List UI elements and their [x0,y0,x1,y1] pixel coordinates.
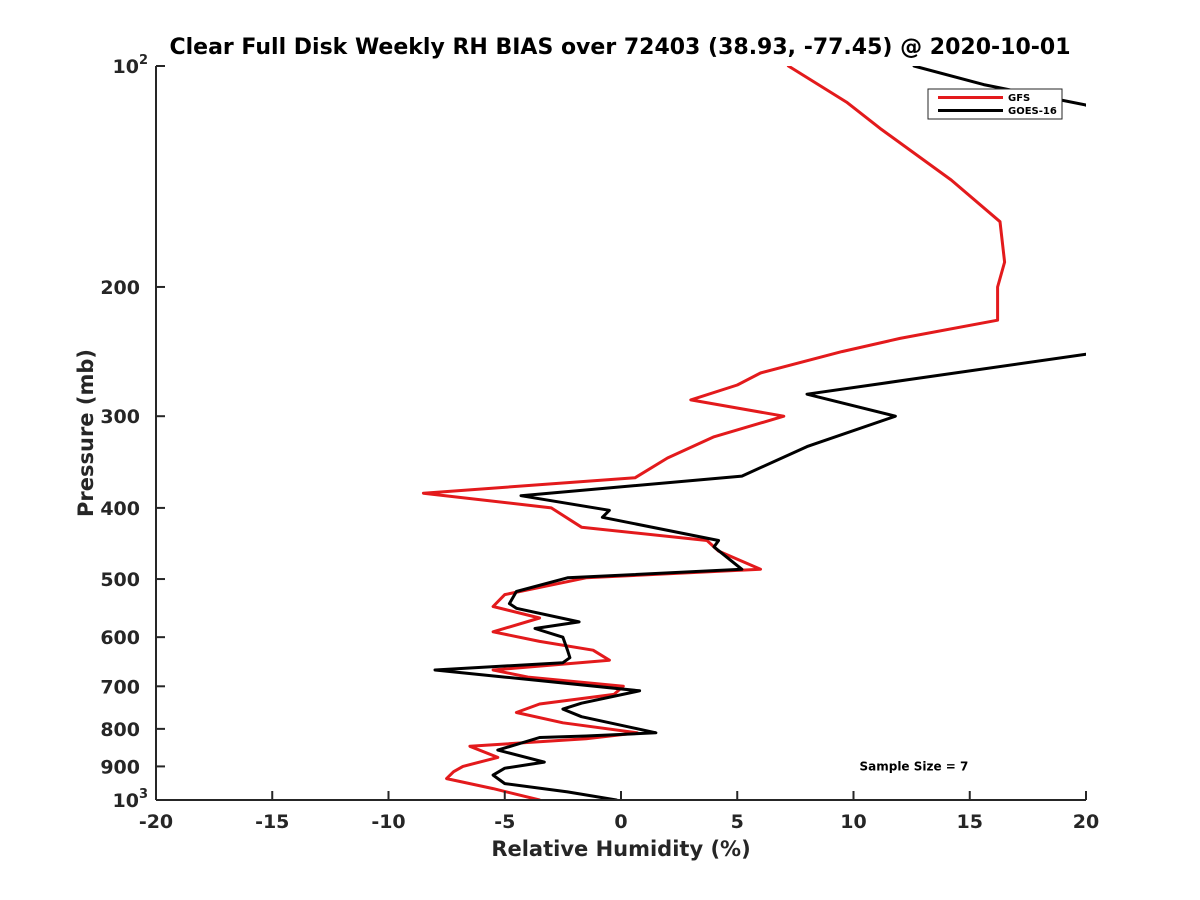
series-line-gfs [421,66,1007,800]
x-tick-label: 5 [731,811,744,833]
y-tick-exponent: 2 [139,53,148,68]
x-tick-label: -5 [494,811,515,833]
y-tick-label: 600 [100,627,140,649]
x-tick-label: 0 [614,811,627,833]
x-tick-label: 10 [840,811,866,833]
x-tick-label: 20 [1073,811,1099,833]
x-axis-title: Relative Humidity (%) [491,837,750,861]
y-tick-label: 102 [113,53,149,78]
x-tick-label: -15 [255,811,289,833]
y-tick-label: 500 [100,569,140,591]
legend: GFS GOES-16 [927,88,1063,120]
chart-title: Clear Full Disk Weekly RH BIAS over 7240… [169,35,1070,60]
series-line-goes16 [433,66,1086,800]
x-ticks: -20 -15 -10 -5 0 5 10 15 20 [139,791,1099,833]
sample-size-annotation: Sample Size = 7 [859,759,968,773]
x-tick-label: 15 [957,811,983,833]
y-tick-label: 700 [100,676,140,698]
y-tick-label: 103 [113,787,149,812]
y-tick-label: 200 [100,277,140,299]
y-tick-label: 300 [100,406,140,428]
y-axis-title: Pressure (mb) [74,349,98,517]
x-tick-label: -10 [371,811,405,833]
series-layer [421,66,1086,800]
y-ticks: 102 200 300 400 500 600 700 800 900 103 [100,53,165,812]
y-tick-exponent: 3 [139,787,148,802]
legend-label-gfs: GFS [1008,93,1030,104]
x-tick-label: -20 [139,811,173,833]
y-tick-label: 400 [100,498,140,520]
y-tick-label: 900 [100,756,140,778]
y-tick-label: 800 [100,719,140,741]
legend-label-goes16: GOES-16 [1008,106,1057,117]
legend-box [927,88,1063,120]
